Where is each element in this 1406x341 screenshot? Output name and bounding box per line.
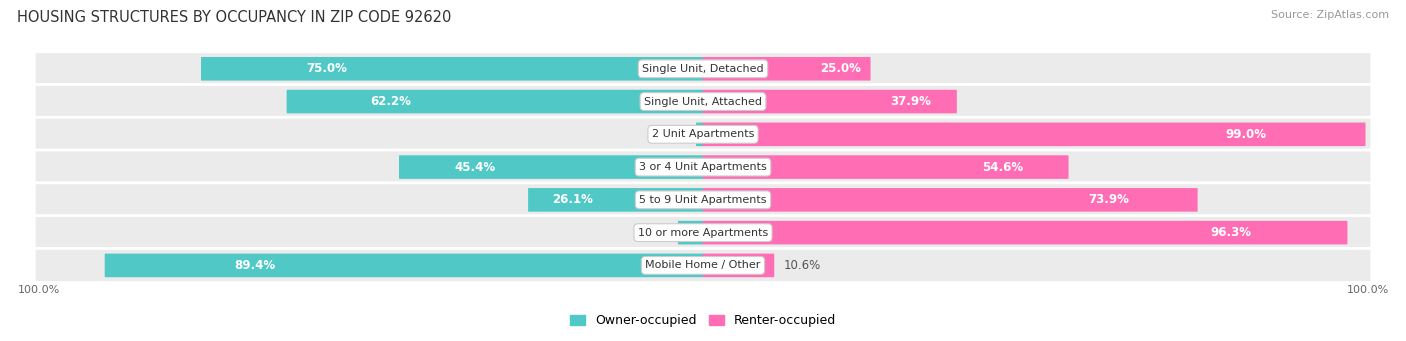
Legend: Owner-occupied, Renter-occupied: Owner-occupied, Renter-occupied bbox=[565, 309, 841, 332]
Text: Single Unit, Detached: Single Unit, Detached bbox=[643, 64, 763, 74]
Text: 54.6%: 54.6% bbox=[981, 161, 1024, 174]
Text: 100.0%: 100.0% bbox=[1347, 285, 1389, 295]
FancyBboxPatch shape bbox=[703, 155, 1069, 179]
Text: 62.2%: 62.2% bbox=[371, 95, 412, 108]
Text: 10.6%: 10.6% bbox=[785, 259, 821, 272]
FancyBboxPatch shape bbox=[34, 117, 1372, 151]
Text: 1.0%: 1.0% bbox=[657, 128, 686, 141]
FancyBboxPatch shape bbox=[399, 155, 703, 179]
Text: 99.0%: 99.0% bbox=[1226, 128, 1267, 141]
FancyBboxPatch shape bbox=[34, 216, 1372, 250]
FancyBboxPatch shape bbox=[529, 188, 703, 212]
Text: 2 Unit Apartments: 2 Unit Apartments bbox=[652, 129, 754, 139]
FancyBboxPatch shape bbox=[104, 254, 703, 277]
Text: 73.9%: 73.9% bbox=[1088, 193, 1129, 206]
Text: 26.1%: 26.1% bbox=[551, 193, 592, 206]
Text: Single Unit, Attached: Single Unit, Attached bbox=[644, 97, 762, 106]
Text: 37.9%: 37.9% bbox=[890, 95, 931, 108]
FancyBboxPatch shape bbox=[696, 122, 703, 146]
FancyBboxPatch shape bbox=[34, 183, 1372, 217]
FancyBboxPatch shape bbox=[703, 57, 870, 80]
Text: 89.4%: 89.4% bbox=[233, 259, 276, 272]
Text: 96.3%: 96.3% bbox=[1211, 226, 1251, 239]
Text: 75.0%: 75.0% bbox=[307, 62, 347, 75]
FancyBboxPatch shape bbox=[287, 90, 703, 113]
Text: 10 or more Apartments: 10 or more Apartments bbox=[638, 228, 768, 238]
FancyBboxPatch shape bbox=[703, 122, 1365, 146]
Text: Mobile Home / Other: Mobile Home / Other bbox=[645, 261, 761, 270]
FancyBboxPatch shape bbox=[703, 221, 1347, 244]
Text: 3 or 4 Unit Apartments: 3 or 4 Unit Apartments bbox=[640, 162, 766, 172]
Text: 45.4%: 45.4% bbox=[454, 161, 496, 174]
FancyBboxPatch shape bbox=[34, 52, 1372, 86]
Text: Source: ZipAtlas.com: Source: ZipAtlas.com bbox=[1271, 10, 1389, 20]
FancyBboxPatch shape bbox=[703, 90, 957, 113]
FancyBboxPatch shape bbox=[703, 254, 775, 277]
FancyBboxPatch shape bbox=[34, 150, 1372, 184]
Text: HOUSING STRUCTURES BY OCCUPANCY IN ZIP CODE 92620: HOUSING STRUCTURES BY OCCUPANCY IN ZIP C… bbox=[17, 10, 451, 25]
Text: 100.0%: 100.0% bbox=[17, 285, 59, 295]
Text: 5 to 9 Unit Apartments: 5 to 9 Unit Apartments bbox=[640, 195, 766, 205]
Text: 25.0%: 25.0% bbox=[820, 62, 860, 75]
FancyBboxPatch shape bbox=[201, 57, 703, 80]
FancyBboxPatch shape bbox=[34, 248, 1372, 282]
Text: 3.7%: 3.7% bbox=[638, 226, 668, 239]
FancyBboxPatch shape bbox=[678, 221, 703, 244]
FancyBboxPatch shape bbox=[34, 85, 1372, 119]
FancyBboxPatch shape bbox=[703, 188, 1198, 212]
